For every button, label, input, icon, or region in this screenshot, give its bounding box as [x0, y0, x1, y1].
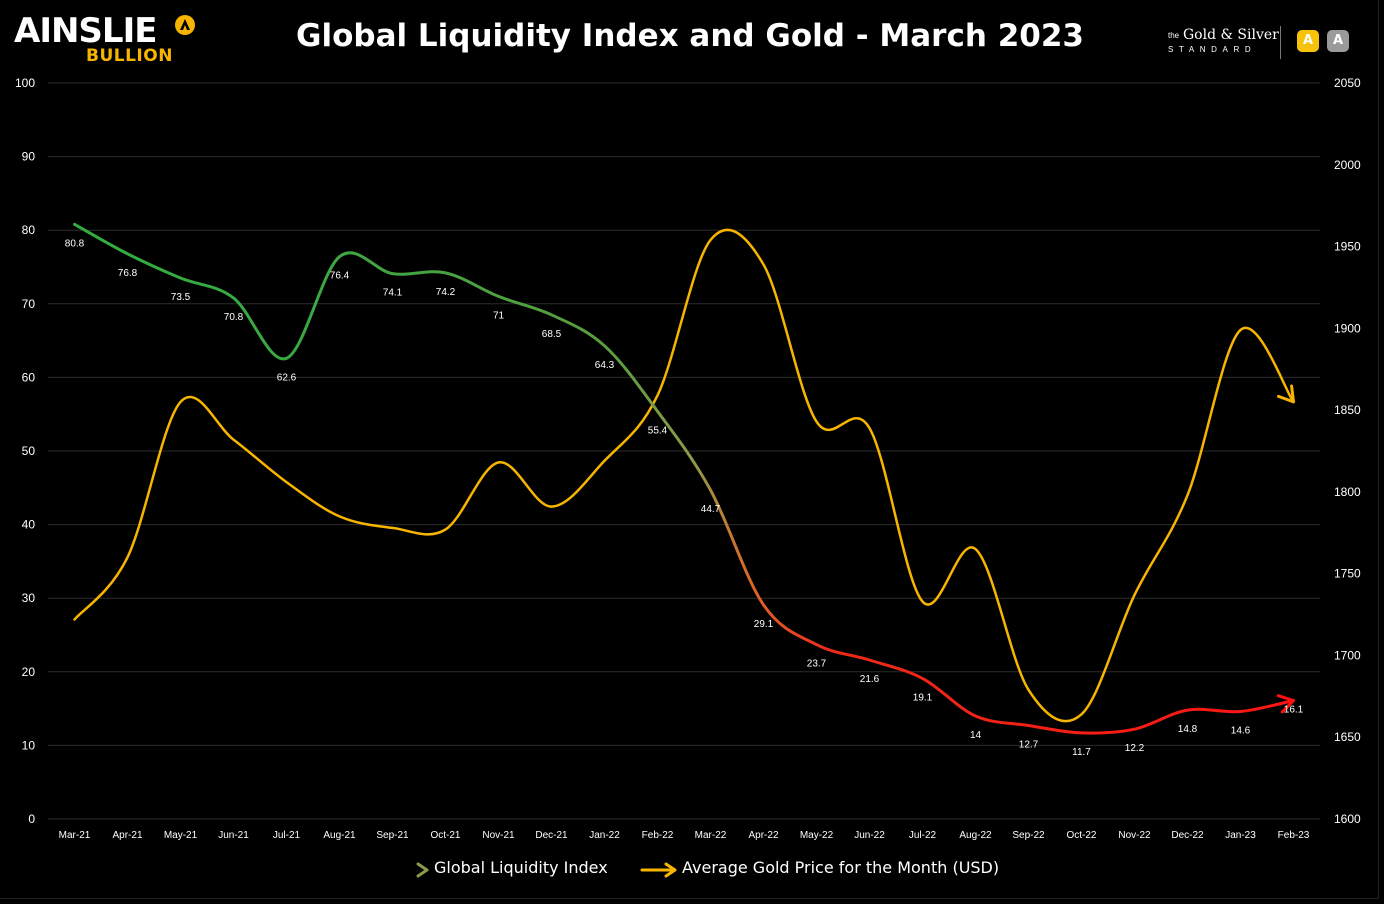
right-tick-label: 1750 — [1334, 567, 1361, 581]
chart-title: Global Liquidity Index and Gold - March … — [296, 18, 1084, 54]
liquidity-data-label: 14 — [970, 730, 982, 741]
x-tick-label: Sep-22 — [1012, 830, 1045, 841]
legend-liquidity-arrow-head-icon — [416, 862, 429, 878]
x-tick-label: May-22 — [800, 830, 834, 841]
liquidity-data-label: 21.6 — [860, 674, 880, 685]
liquidity-data-label: 29.1 — [754, 619, 774, 630]
liquidity-data-label: 71 — [493, 310, 505, 321]
x-tick-label: Nov-21 — [482, 830, 515, 841]
left-axis-ticks: 0 10 20 30 40 50 60 70 80 90 100 — [15, 76, 35, 826]
liquidity-data-label: 76.4 — [330, 271, 350, 282]
liquidity-data-label: 19.1 — [913, 692, 933, 703]
left-tick-label: 60 — [22, 370, 36, 384]
liquidity-data-label: 74.1 — [383, 288, 403, 299]
x-tick-label: May-21 — [164, 830, 198, 841]
legend-liquidity-label: Global Liquidity Index — [434, 858, 608, 877]
x-tick-label: Sep-21 — [376, 830, 409, 841]
partner-logo-name: Gold & Silver — [1183, 27, 1279, 43]
gold-arrow-head — [1277, 384, 1295, 404]
liquidity-data-label: 76.8 — [118, 268, 138, 279]
x-tick-label: Jan-22 — [589, 830, 620, 841]
right-tick-label: 1700 — [1334, 648, 1361, 662]
x-tick-label: Jun-22 — [854, 830, 885, 841]
liquidity-data-label: 80.8 — [65, 238, 85, 249]
ainslie-app-icon-grey: A — [1327, 30, 1349, 52]
x-tick-label: Jul-22 — [909, 830, 937, 841]
left-tick-label: 30 — [22, 591, 36, 605]
right-tick-label: 1800 — [1334, 485, 1361, 499]
liquidity-data-label: 64.3 — [595, 360, 615, 371]
x-tick-label: Mar-21 — [59, 830, 91, 841]
partner-logo-standard: STANDARD — [1168, 45, 1257, 54]
right-tick-label: 1900 — [1334, 321, 1361, 335]
x-tick-label: Aug-21 — [323, 830, 356, 841]
x-tick-label: Jun-21 — [218, 830, 249, 841]
x-tick-label: Dec-22 — [1171, 830, 1204, 841]
brand-logo-text: AINSLIE — [14, 11, 157, 51]
liquidity-data-label: 14.8 — [1178, 724, 1198, 735]
left-tick-label: 50 — [22, 444, 36, 458]
liquidity-data-label: 62.6 — [277, 372, 297, 383]
left-tick-label: 80 — [22, 223, 36, 237]
ainslie-logo-icon — [175, 15, 195, 35]
liquidity-series — [73, 222, 1295, 735]
gold-series — [73, 228, 1295, 723]
x-tick-label: Feb-22 — [642, 830, 674, 841]
x-tick-label: Apr-22 — [748, 830, 778, 841]
right-tick-label: 1850 — [1334, 403, 1361, 417]
x-tick-label: Oct-22 — [1066, 830, 1096, 841]
liquidity-data-labels: 80.8 76.8 73.5 70.8 62.6 76.4 74.1 74.2 71 68.5 64… — [65, 238, 1304, 758]
liquidity-data-label: 68.5 — [542, 329, 562, 340]
x-tick-label: Aug-22 — [959, 830, 992, 841]
right-tick-label: 1950 — [1334, 240, 1361, 254]
header-divider — [1280, 26, 1281, 59]
liquidity-data-label: 55.4 — [648, 425, 668, 436]
partner-logo-prefix: the — [1168, 31, 1180, 40]
liquidity-data-label: 11.7 — [1072, 747, 1091, 758]
liquidity-data-label: 44.7 — [701, 504, 721, 515]
right-tick-label: 2050 — [1334, 76, 1361, 90]
x-tick-label: Nov-22 — [1118, 830, 1151, 841]
liquidity-index-line — [73, 222, 1295, 735]
ainslie-app-icon: A — [1297, 30, 1319, 52]
liquidity-data-label: 14.6 — [1231, 726, 1251, 737]
x-tick-label: Feb-23 — [1278, 830, 1310, 841]
x-tick-label: Mar-22 — [695, 830, 727, 841]
left-tick-label: 0 — [28, 812, 35, 826]
legend-gold-arrow-head-icon — [664, 862, 677, 878]
brand-logo-subtext: BULLION — [86, 46, 173, 66]
legend-gold-label: Average Gold Price for the Month (USD) — [682, 858, 1000, 877]
liquidity-data-label: 70.8 — [224, 312, 244, 323]
right-tick-label: 1650 — [1334, 730, 1361, 744]
liquidity-data-label: 12.7 — [1019, 740, 1039, 751]
liquidity-data-label: 74.2 — [436, 287, 456, 298]
liquidity-data-label: 16.1 — [1284, 705, 1304, 716]
left-tick-label: 20 — [22, 665, 36, 679]
right-tick-label: 2000 — [1334, 158, 1361, 172]
x-tick-label: Jan-23 — [1225, 830, 1256, 841]
liquidity-data-label: 73.5 — [171, 292, 191, 303]
left-tick-label: 90 — [22, 150, 36, 164]
gridlines — [48, 82, 1320, 820]
left-tick-label: 70 — [22, 297, 36, 311]
left-tick-label: 100 — [15, 76, 35, 90]
x-tick-label: Dec-21 — [535, 830, 568, 841]
left-tick-label: 40 — [22, 518, 36, 532]
liquidity-data-label: 12.2 — [1125, 743, 1145, 754]
liquidity-data-label: 23.7 — [807, 659, 827, 670]
right-axis-ticks: 1600 1650 1700 1750 1800 1850 1900 1950 2000 2050 — [1334, 76, 1361, 826]
right-tick-label: 1600 — [1334, 812, 1361, 826]
liquidity-arrow-head — [1276, 694, 1295, 714]
legend-icons — [392, 862, 677, 878]
x-tick-label: Oct-21 — [430, 830, 460, 841]
left-tick-label: 10 — [22, 738, 36, 752]
x-tick-label: Jul-21 — [273, 830, 301, 841]
gold-price-line — [73, 228, 1295, 723]
x-axis-ticks: Mar-21 Apr-21 May-21 Jun-21 Jul-21 Aug-21 Sep-… — [59, 830, 1310, 841]
x-tick-label: Apr-21 — [112, 830, 142, 841]
